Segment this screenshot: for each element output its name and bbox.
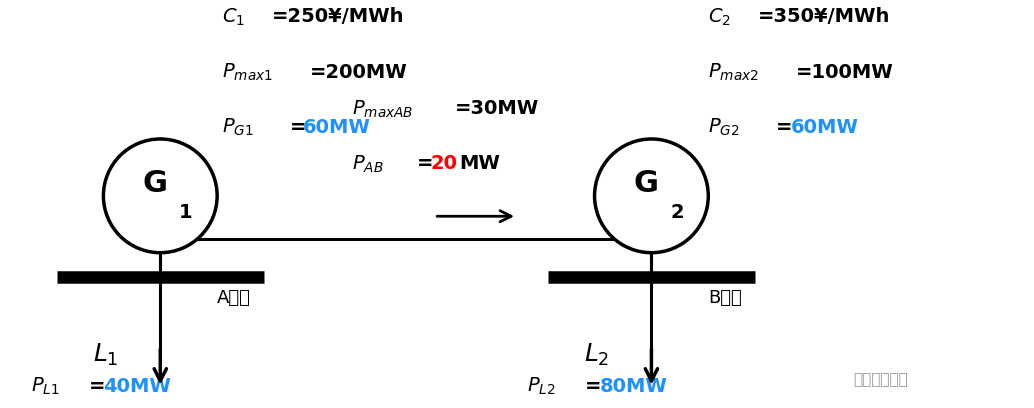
Text: =: = xyxy=(417,154,433,173)
Text: G: G xyxy=(634,169,659,198)
Text: 40MW: 40MW xyxy=(103,377,172,396)
Ellipse shape xyxy=(595,139,708,253)
Text: G: G xyxy=(143,169,168,198)
Text: 80MW: 80MW xyxy=(600,377,668,396)
Text: 60MW: 60MW xyxy=(791,118,859,137)
Text: $P_{AB}$: $P_{AB}$ xyxy=(352,153,384,175)
Text: $L_1$: $L_1$ xyxy=(93,342,119,368)
Text: 走进电力市场: 走进电力市场 xyxy=(853,372,908,387)
Text: =30MW: =30MW xyxy=(455,99,539,118)
Text: $L_2$: $L_2$ xyxy=(584,342,609,368)
Text: A节点: A节点 xyxy=(217,289,251,307)
Text: 60MW: 60MW xyxy=(303,118,371,137)
Text: 20: 20 xyxy=(430,154,457,173)
Text: $P_{max1}$: $P_{max1}$ xyxy=(222,62,273,83)
Text: MW: MW xyxy=(459,154,500,173)
Ellipse shape xyxy=(103,139,217,253)
Text: 2: 2 xyxy=(670,203,685,222)
Text: =200MW: =200MW xyxy=(310,62,408,82)
Text: B节点: B节点 xyxy=(708,289,742,307)
Text: $C_1$: $C_1$ xyxy=(222,7,245,28)
Text: =: = xyxy=(776,118,798,137)
Text: $P_{L1}$: $P_{L1}$ xyxy=(31,376,60,397)
Text: =: = xyxy=(89,377,105,396)
Text: 1: 1 xyxy=(179,203,193,222)
Text: $P_{max2}$: $P_{max2}$ xyxy=(708,62,759,83)
Text: =350¥/MWh: =350¥/MWh xyxy=(758,7,890,27)
Text: $P_{L2}$: $P_{L2}$ xyxy=(527,376,556,397)
Text: $P_{G1}$: $P_{G1}$ xyxy=(222,117,254,138)
Text: $P_{maxAB}$: $P_{maxAB}$ xyxy=(352,98,413,120)
Text: =100MW: =100MW xyxy=(796,62,894,82)
Text: $C_2$: $C_2$ xyxy=(708,7,731,28)
Text: =: = xyxy=(290,118,306,137)
Text: =: = xyxy=(585,377,602,396)
Text: =250¥/MWh: =250¥/MWh xyxy=(272,7,404,27)
Text: $P_{G2}$: $P_{G2}$ xyxy=(708,117,740,138)
